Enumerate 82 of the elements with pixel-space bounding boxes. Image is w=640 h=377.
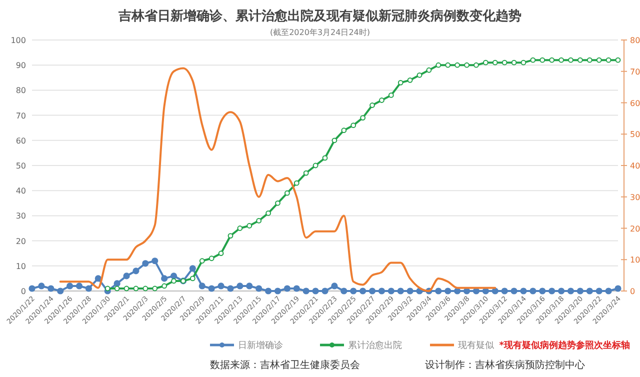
y2-tick-label: 20 [630, 224, 640, 234]
legend-label: 日新增确诊 [238, 340, 283, 351]
point [540, 57, 546, 63]
point [482, 60, 488, 66]
point [360, 115, 366, 121]
y-tick-label: 60 [16, 136, 26, 146]
point [208, 256, 214, 262]
point [218, 250, 224, 256]
y2-tick-label: 70 [630, 67, 640, 76]
point [549, 57, 555, 63]
point [379, 98, 384, 103]
point [445, 62, 451, 68]
y-tick-label: 30 [16, 212, 26, 221]
y-tick-label: 100 [10, 36, 26, 45]
point [266, 210, 271, 216]
y2-tick-label: 80 [630, 36, 640, 45]
point [152, 286, 158, 292]
point [246, 223, 252, 228]
y-tick-label: 90 [16, 61, 26, 70]
point [284, 190, 290, 196]
chart-title: 吉林省日新增确诊、累计治愈出院及现有疑似新冠肺炎病例数变化趋势 [118, 8, 522, 24]
point [332, 138, 338, 144]
point [142, 286, 148, 292]
point [370, 102, 375, 108]
point [312, 162, 318, 168]
point [341, 128, 347, 134]
y-tick-label: 10 [16, 262, 26, 271]
point [133, 286, 139, 292]
point [558, 57, 564, 63]
point [511, 60, 517, 66]
legend-label: 累计治愈出院 [348, 340, 402, 351]
y-tick-label: 0 [20, 287, 26, 296]
point [530, 57, 536, 63]
point [426, 67, 432, 73]
point [303, 170, 309, 176]
point [464, 62, 470, 68]
point [586, 57, 592, 63]
point [502, 60, 508, 66]
point [568, 57, 574, 63]
y-tick-label: 40 [16, 186, 26, 196]
point [162, 283, 168, 289]
point [294, 180, 300, 186]
point [474, 62, 479, 68]
point [114, 286, 120, 292]
point [237, 226, 243, 231]
y2-tick-label: 10 [630, 256, 640, 265]
point [199, 258, 205, 264]
point [104, 286, 110, 292]
point [322, 155, 328, 161]
point [606, 57, 612, 63]
point [436, 62, 442, 68]
point [256, 218, 262, 224]
point [388, 92, 394, 98]
point [492, 60, 498, 66]
point [615, 57, 621, 63]
y2-tick-label: 60 [630, 98, 640, 108]
point [596, 57, 602, 63]
point [228, 233, 234, 238]
point [124, 286, 130, 292]
text: *现有疑似病例趋势参照次坐标轴 [499, 340, 630, 351]
y2-tick-label: 50 [630, 130, 640, 140]
point [275, 200, 280, 206]
point [350, 122, 356, 128]
point [171, 278, 176, 284]
point [190, 276, 196, 282]
point [454, 62, 460, 68]
y2-tick-label: 0 [630, 287, 636, 296]
point [407, 77, 413, 83]
point [520, 60, 526, 66]
y-tick-label: 50 [16, 162, 26, 170]
y-tick-label: 70 [16, 111, 26, 120]
chart-subtitle: (截至2020年3月24日24时) [270, 28, 370, 37]
source-note: 数据来源：吉林省卫生健康委员会 [210, 359, 360, 371]
point [398, 80, 404, 86]
point [577, 57, 583, 63]
point [416, 72, 422, 78]
y2-tick-label: 30 [630, 192, 640, 202]
text: 设计制作：吉林省疾病预防控制中心 [425, 359, 585, 371]
y2-tick-label: 40 [630, 162, 640, 170]
y-tick-label: 20 [16, 236, 26, 246]
legend-label: 现有疑似 [458, 340, 494, 351]
y-tick-label: 80 [16, 86, 26, 96]
